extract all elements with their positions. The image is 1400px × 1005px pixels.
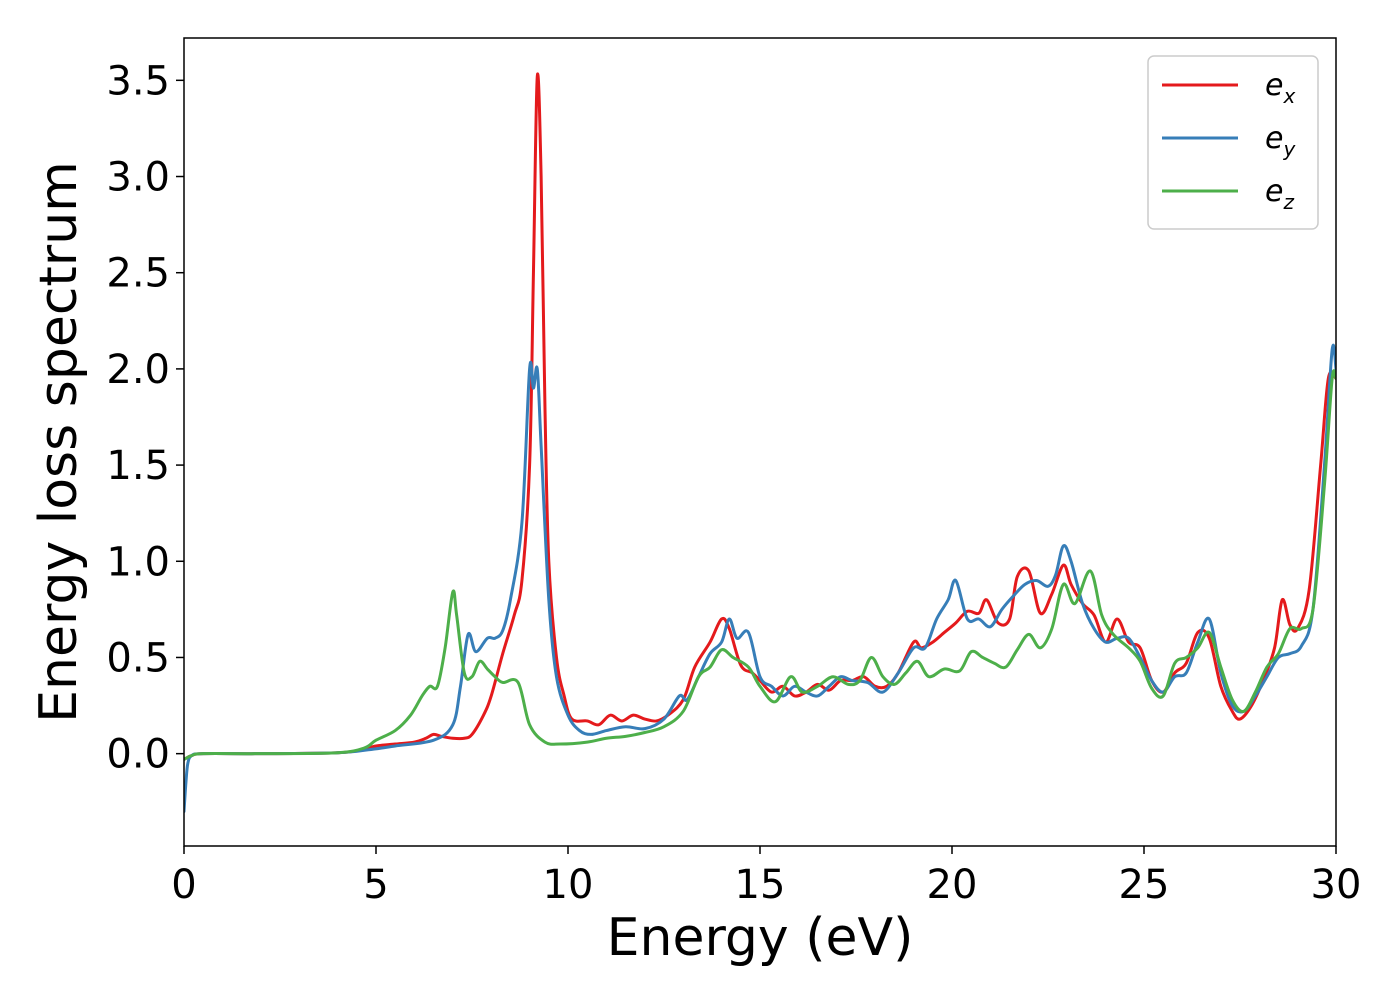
y-tick-label: 1.5 [106,443,170,489]
series-line-e-y [184,343,1336,813]
x-tick-label: 0 [171,862,196,908]
legend-label-y: ey [1265,121,1296,161]
legend-label-x: ex [1265,68,1295,108]
y-tick-label: 2.0 [106,347,170,393]
series-line-e-x [184,72,1336,761]
x-tick-label: 10 [543,862,594,908]
legend-label-base: e [1265,68,1283,103]
legend-label-subscript: z [1282,190,1294,214]
x-tick-label: 25 [1119,862,1170,908]
series-line-e-z [184,369,1336,761]
y-axis-ticks: 0.0 0.5 1.0 1.5 2.0 2.5 3.0 3.5 [106,58,184,778]
legend-label-base: e [1265,121,1283,156]
legend-label-base: e [1265,174,1283,209]
y-tick-label: 0.5 [106,635,170,681]
y-tick-label: 2.5 [106,251,170,297]
series-layer [184,72,1336,813]
x-tick-label: 30 [1311,862,1362,908]
x-tick-label: 20 [927,862,978,908]
x-axis-ticks: 0 5 10 15 20 25 30 [171,846,1361,908]
y-tick-label: 3.5 [106,58,170,104]
legend-box [1147,55,1319,230]
legend-label-subscript: y [1282,137,1296,161]
legend-label-z: ez [1265,174,1294,214]
x-axis-title: Energy (eV) [607,908,914,968]
y-axis-title: Energy loss spectrum [29,161,89,723]
y-tick-label: 1.0 [106,539,170,585]
x-tick-label: 5 [363,862,388,908]
y-tick-label: 3.0 [106,155,170,201]
x-tick-label: 15 [735,862,786,908]
y-tick-label: 0.0 [106,732,170,778]
legend-label-subscript: x [1282,84,1295,108]
